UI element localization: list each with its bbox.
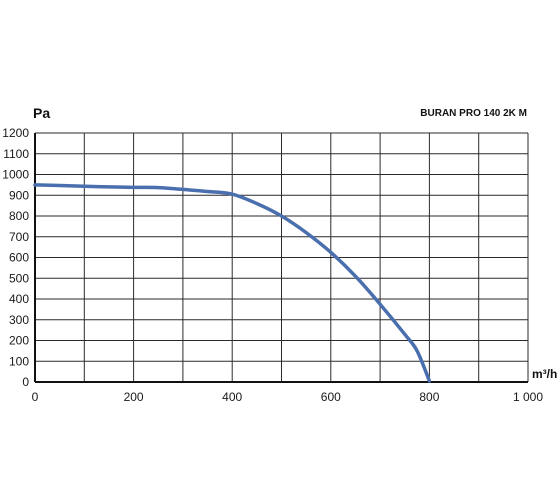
y-tick-label: 0 [22,375,29,389]
y-tick-label: 900 [9,188,29,202]
y-tick-label: 500 [9,271,29,285]
y-tick-label: 1000 [2,168,29,182]
y-tick-label: 1200 [2,126,29,140]
y-tick-label: 100 [9,354,29,368]
y-axis-label: Pa [33,105,50,121]
performance-curve [33,183,432,383]
x-tick-label: 800 [419,390,439,404]
chart-title: BURAN PRO 140 2K M [420,108,527,119]
x-tick-label: 400 [222,390,242,404]
y-tick-label: 700 [9,230,29,244]
series [33,183,432,383]
x-tick-label: 1 000 [513,390,543,404]
x-axis-label: m³/h [532,367,557,381]
labels: Pa m³/h BURAN PRO 140 2K M [33,105,557,381]
y-tick-label: 300 [9,313,29,327]
y-tick-label: 600 [9,251,29,265]
grid [34,132,529,383]
axes: 0 100 200 300 400 500 600 700 800 900 1000 1100 1200… [2,126,543,404]
x-tick-label: 200 [124,390,144,404]
x-tick-label: 0 [32,390,39,404]
x-tick-label: 600 [321,390,341,404]
y-tick-label: 400 [9,292,29,306]
y-tick-label: 800 [9,209,29,223]
y-tick-label: 1100 [3,147,29,161]
y-tick-label: 200 [9,334,29,348]
